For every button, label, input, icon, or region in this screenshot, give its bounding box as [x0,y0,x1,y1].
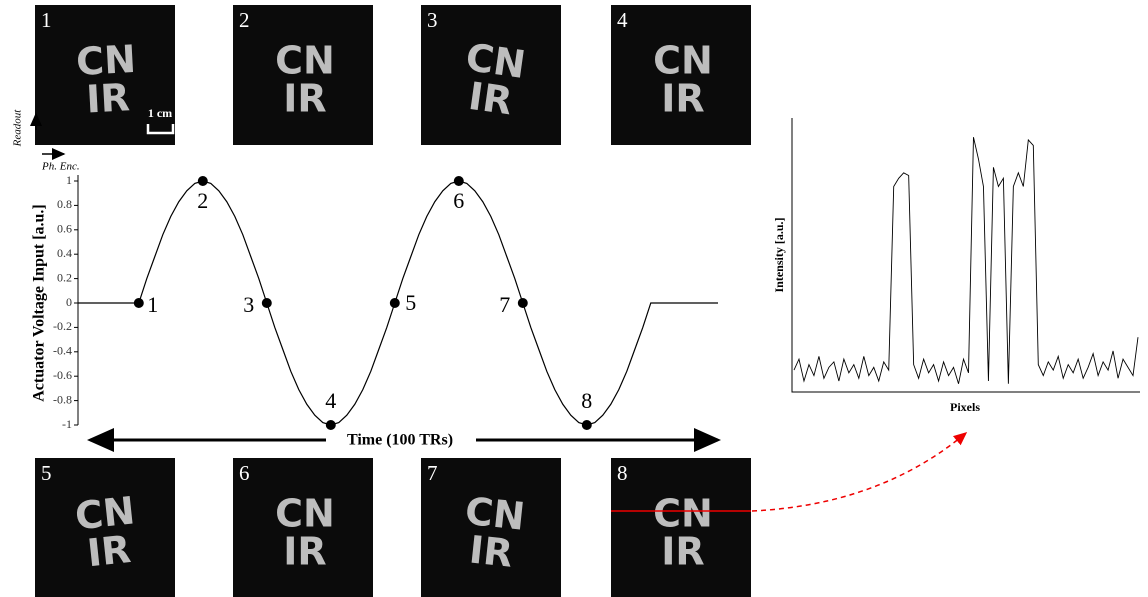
link-arrow [752,433,966,511]
y-tick-label: 1 [66,173,72,187]
panel-number: 8 [617,461,628,485]
panel-number: 7 [427,461,438,485]
panel-number: 5 [41,461,52,485]
y-tick-label: -0.6 [53,368,72,382]
readout-label: Readout [12,109,24,148]
letters-bottom: IR [283,530,326,574]
panel-number: 2 [239,8,250,32]
point-label: 7 [499,292,510,317]
y-tick-label: -0.2 [53,319,72,333]
y-tick-label: 0.8 [57,197,72,211]
letters-bottom: IR [283,77,326,121]
figure: 1CNIR2CNIR3CNIR4CNIR5CNIR6CNIR7CNIR8CNIR… [0,0,1148,597]
panel-number: 3 [427,8,438,32]
point-marker [262,298,272,308]
letters-bottom: IR [661,530,704,574]
point-label: 8 [581,388,592,413]
y-axis-label: Actuator Voltage Input [a.u.] [31,204,48,402]
point-marker [390,298,400,308]
letters-bottom: IR [466,74,515,124]
point-marker [454,176,464,186]
letters-bottom: IR [467,527,515,575]
y-tick-label: -1 [62,417,72,431]
letters-bottom: IR [85,527,133,575]
point-marker [518,298,528,308]
intensity-line [794,137,1138,384]
point-label: 2 [197,188,208,213]
letters-bottom: IR [85,75,131,121]
point-marker [134,298,144,308]
point-label: 4 [325,388,336,413]
profile-x-label: Pixels [950,400,980,414]
x-axis-label: Time (100 TRs) [347,432,453,449]
panel-number: 1 [41,8,52,32]
point-label: 6 [453,188,464,213]
point-label: 3 [243,292,254,317]
phase-label: Ph. Enc. [41,161,80,173]
point-marker [326,420,336,430]
y-tick-label: -0.4 [53,344,72,358]
y-tick-label: 0 [66,295,72,309]
panel-number: 6 [239,461,250,485]
y-tick-label: 0.6 [57,222,72,236]
letters-bottom: IR [661,77,704,121]
y-tick-label: 0.2 [57,270,72,284]
point-marker [582,420,592,430]
point-marker [198,176,208,186]
point-label: 5 [405,290,416,315]
point-label: 1 [147,292,158,317]
scale-bar-label: 1 cm [148,106,172,120]
profile-y-label: Intensity [a.u.] [772,217,786,292]
y-tick-label: -0.8 [53,392,72,406]
y-tick-label: 0.4 [57,246,72,260]
profile-axes [792,118,1140,392]
panel-number: 4 [617,8,628,32]
